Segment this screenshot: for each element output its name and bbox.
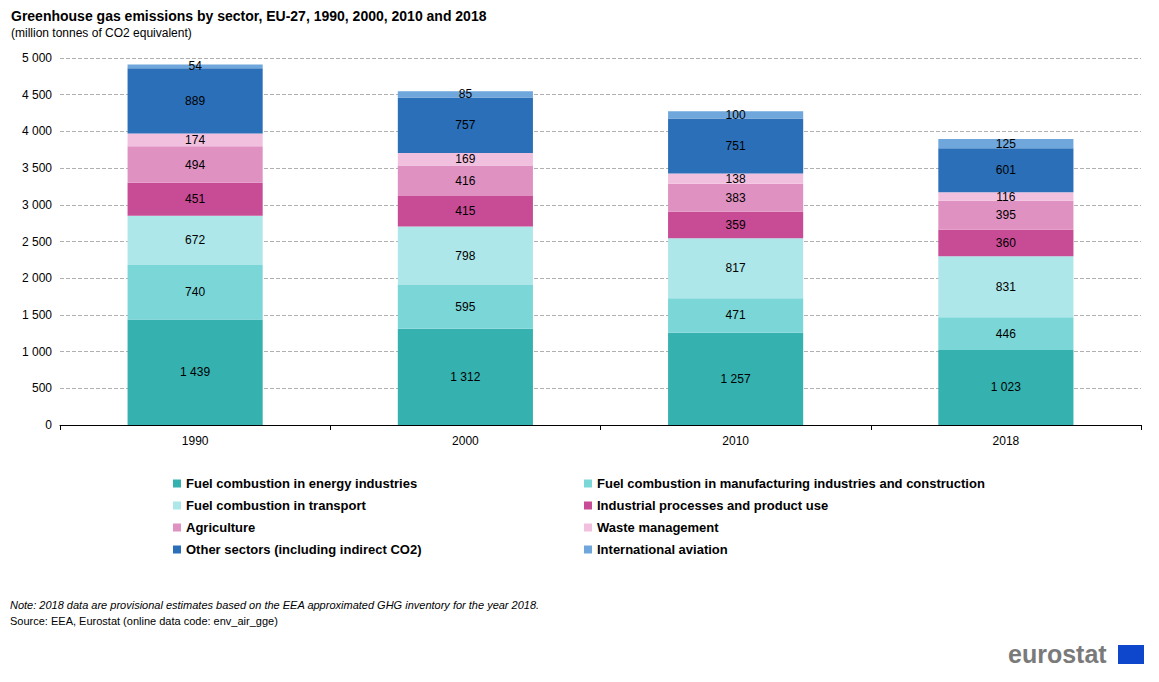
svg-text:1 000: 1 000 — [22, 345, 52, 359]
svg-text:138: 138 — [726, 172, 746, 186]
svg-text:416: 416 — [455, 174, 475, 188]
svg-text:Other sectors (including indir: Other sectors (including indirect CO2) — [186, 542, 421, 557]
svg-text:1 257: 1 257 — [721, 372, 751, 386]
svg-text:Fuel combustion in transport: Fuel combustion in transport — [186, 498, 367, 513]
svg-text:Agriculture: Agriculture — [186, 520, 255, 535]
svg-text:1 023: 1 023 — [991, 380, 1021, 394]
svg-text:359: 359 — [726, 218, 746, 232]
svg-text:116: 116 — [996, 190, 1015, 204]
svg-text:740: 740 — [185, 285, 205, 299]
svg-text:54: 54 — [188, 59, 202, 73]
svg-text:494: 494 — [185, 158, 205, 172]
svg-text:169: 169 — [455, 152, 475, 166]
svg-text:5 000: 5 000 — [22, 51, 52, 65]
svg-text:(million tonnes of CO2 equival: (million tonnes of CO2 equivalent) — [11, 26, 192, 40]
svg-text:4 000: 4 000 — [22, 124, 52, 138]
svg-text:751: 751 — [726, 139, 746, 153]
svg-text:1 312: 1 312 — [450, 370, 480, 384]
svg-text:471: 471 — [726, 308, 746, 322]
svg-text:4 500: 4 500 — [22, 88, 52, 102]
svg-text:2000: 2000 — [452, 434, 479, 448]
svg-text:2 000: 2 000 — [22, 271, 52, 285]
svg-text:100: 100 — [726, 108, 746, 122]
svg-text:500: 500 — [32, 381, 52, 395]
svg-text:1990: 1990 — [182, 434, 209, 448]
svg-text:360: 360 — [996, 236, 1016, 250]
svg-text:2010: 2010 — [722, 434, 749, 448]
svg-text:1 439: 1 439 — [180, 365, 210, 379]
svg-text:Waste management: Waste management — [597, 520, 719, 535]
svg-text:383: 383 — [726, 191, 746, 205]
svg-text:174: 174 — [185, 133, 205, 147]
svg-text:Industrial processes and produ: Industrial processes and product use — [597, 498, 828, 513]
svg-text:817: 817 — [726, 261, 746, 275]
svg-text:Fuel combustion in energy indu: Fuel combustion in energy industries — [186, 476, 417, 491]
svg-text:125: 125 — [996, 137, 1016, 151]
svg-text:Fuel combustion in manufacturi: Fuel combustion in manufacturing industr… — [597, 476, 985, 491]
svg-text:2 500: 2 500 — [22, 235, 52, 249]
svg-text:International aviation: International aviation — [597, 542, 728, 557]
svg-text:3 500: 3 500 — [22, 161, 52, 175]
svg-text:672: 672 — [185, 233, 205, 247]
svg-text:415: 415 — [455, 204, 475, 218]
svg-text:601: 601 — [996, 163, 1016, 177]
svg-text:Note: 2018 data are provisiona: Note: 2018 data are provisional estimate… — [10, 599, 539, 611]
svg-text:395: 395 — [996, 208, 1016, 222]
svg-text:3 000: 3 000 — [22, 198, 52, 212]
svg-text:2018: 2018 — [993, 434, 1020, 448]
svg-text:451: 451 — [185, 192, 205, 206]
svg-text:757: 757 — [455, 118, 475, 132]
svg-text:831: 831 — [996, 280, 1016, 294]
svg-text:798: 798 — [455, 249, 475, 263]
svg-text:889: 889 — [185, 94, 205, 108]
svg-text:eurostat: eurostat — [1008, 640, 1107, 668]
svg-text:595: 595 — [455, 300, 475, 314]
svg-text:0: 0 — [45, 418, 52, 432]
svg-text:1 500: 1 500 — [22, 308, 52, 322]
svg-text:85: 85 — [459, 87, 473, 101]
svg-text:Source: EEA, Eurostat (online: Source: EEA, Eurostat (online data code:… — [10, 615, 278, 627]
svg-text:446: 446 — [996, 327, 1016, 341]
svg-text:Greenhouse gas emissions by se: Greenhouse gas emissions by sector, EU-2… — [11, 8, 487, 24]
